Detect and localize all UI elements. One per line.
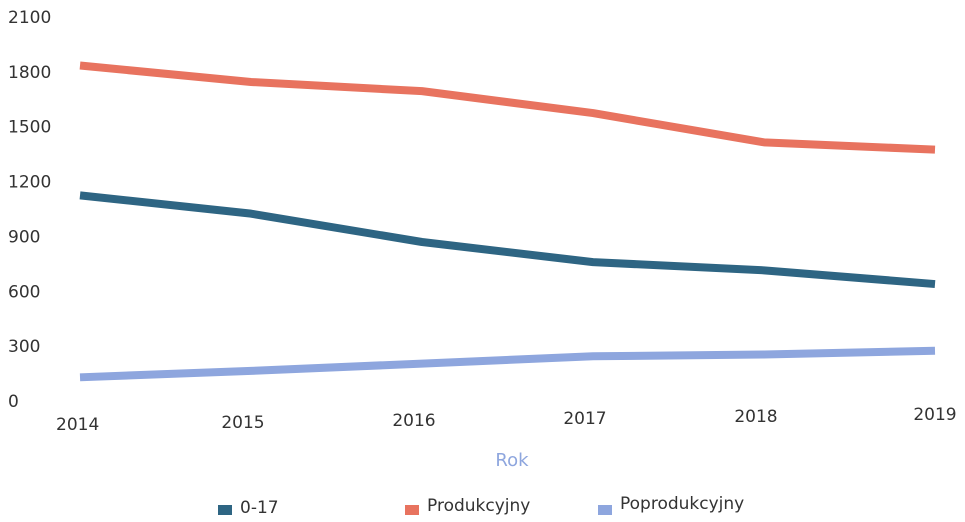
y-tick-label: 1800 <box>8 63 51 83</box>
line-series <box>79 191 936 289</box>
x-tick-label: 2019 <box>913 405 956 425</box>
y-tick-label: 1500 <box>8 118 51 138</box>
line-series <box>79 346 936 382</box>
y-tick-label: 0 <box>8 392 19 412</box>
x-tick-label: 2017 <box>563 409 606 429</box>
y-tick-label: 300 <box>8 337 40 357</box>
legend-swatch <box>598 505 612 515</box>
legend-swatch <box>405 505 419 515</box>
x-tick-label: 2014 <box>56 415 99 435</box>
x-tick-label: 2018 <box>734 407 777 427</box>
line-series <box>79 61 936 154</box>
x-tick-label: 2016 <box>392 411 435 431</box>
y-tick-label: 2100 <box>8 8 51 28</box>
x-tick-label: 2015 <box>221 413 264 433</box>
legend-label: 0-17 <box>240 498 279 518</box>
legend-swatch <box>218 505 232 515</box>
y-tick-label: 1200 <box>8 173 51 193</box>
x-axis-label: Rok <box>495 450 529 471</box>
y-tick-label: 900 <box>8 227 40 247</box>
legend-label: Produkcyjny <box>427 496 530 516</box>
legend-label: Poprodukcyjny <box>620 494 744 514</box>
y-tick-label: 600 <box>8 282 40 302</box>
